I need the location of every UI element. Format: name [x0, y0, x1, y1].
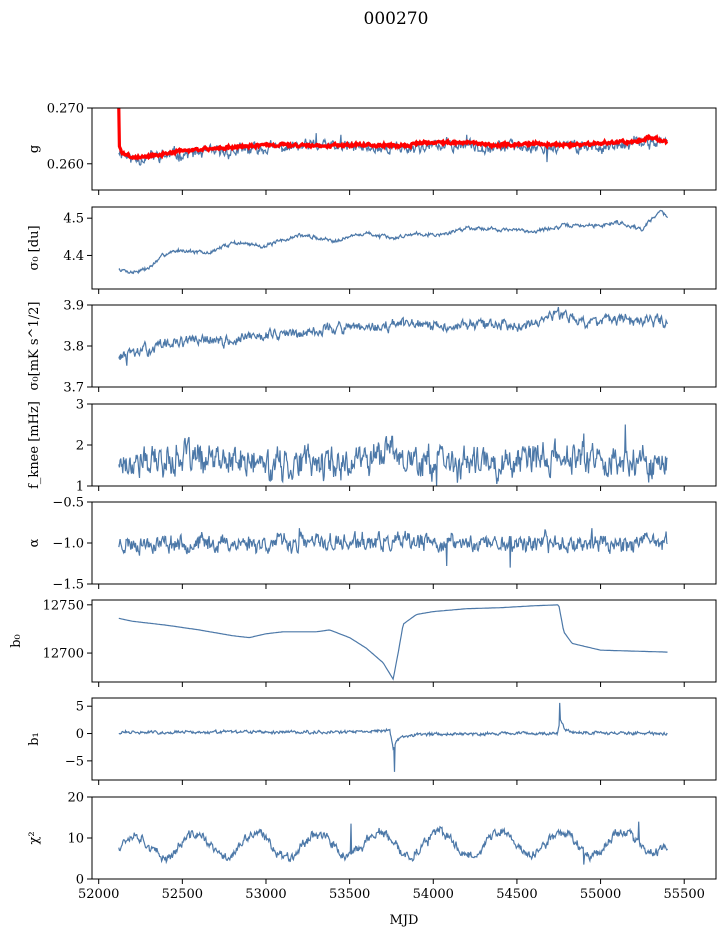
y-tick-label: 0 [76, 727, 84, 742]
panel-b0: 12700 12750 b₀ [9, 598, 717, 687]
y-axis-label-sigma0-du: σ₀ [du] [27, 225, 42, 270]
series-line-sigma0-mk [118, 306, 669, 366]
panel-alpha: −1.5 −1.0 −0.5 α [27, 496, 717, 593]
series-line-sigma0-du [118, 209, 669, 275]
fit-line-g [117, 108, 669, 161]
y-tick-label: 3 [76, 398, 84, 413]
y-tick-label: 4.5 [63, 212, 84, 227]
y-axis-label-alpha: α [27, 538, 42, 547]
x-tick-label: 55500 [664, 887, 705, 902]
x-tick-label: 53500 [329, 887, 370, 902]
y-tick-label: 12700 [43, 647, 84, 662]
series-line-b1 [118, 702, 668, 772]
series-line-g [118, 133, 669, 166]
axes-frame-b1 [91, 697, 717, 781]
x-tick-label: 55000 [580, 887, 621, 902]
y-tick-label: 4.4 [63, 249, 84, 264]
panel-g: 0.260 0.270 g [27, 102, 717, 195]
panel-fknee: 1 2 3 f_knee [mHz] [27, 398, 717, 495]
y-tick-label: 0.270 [47, 102, 84, 117]
y-axis-label-fknee: f_knee [mHz] [27, 401, 42, 489]
y-tick-label: 0.260 [47, 157, 84, 172]
y-axis-label-b0: b₀ [9, 634, 24, 648]
panel-b1: −5 0 5 b₁ [27, 697, 717, 785]
axes-frame-sigma0-du [91, 206, 717, 290]
y-tick-label: 0 [76, 873, 84, 888]
y-tick-label: 10 [67, 832, 84, 847]
x-tick-label: 52000 [78, 887, 119, 902]
y-tick-label: 20 [67, 791, 84, 806]
y-axis-label-g: g [27, 145, 42, 153]
y-tick-label: 3.7 [63, 381, 84, 396]
series-line-alpha [118, 528, 668, 568]
series-line-chi2 [118, 821, 668, 865]
chart-title: 000270 [364, 9, 429, 29]
panel-sigma0-du: 4.4 4.5 σ₀ [du] [27, 206, 717, 294]
y-tick-label: 3.8 [63, 340, 84, 355]
panels: 0.260 0.270 g 4.4 4.5 σ₀ [du] 3.7 3.8 3.9 σ₀[mK s… [9, 102, 717, 902]
x-tick-label: 54000 [413, 887, 454, 902]
y-tick-label: −1.5 [52, 578, 84, 593]
y-axis-label-chi2: χ² [27, 831, 42, 844]
y-axis-label-sigma0-mk: σ₀[mK s^1/2] [27, 302, 42, 391]
x-tick-label: 53000 [245, 887, 286, 902]
y-tick-label: 2 [76, 439, 84, 454]
series-line-b0 [118, 604, 668, 681]
y-tick-label: 1 [76, 480, 84, 495]
x-axis-label: MJD [390, 913, 419, 928]
y-tick-label: −0.5 [52, 496, 84, 511]
y-tick-label: −1.0 [52, 537, 84, 552]
x-tick-label: 52500 [162, 887, 203, 902]
panel-chi2: 0 10 20 52000 52500 53000 53500 54000 54500 55000… [27, 791, 717, 902]
x-tick-label: 54500 [496, 887, 537, 902]
y-axis-label-b1: b₁ [27, 732, 42, 746]
panel-sigma0-mk: 3.7 3.8 3.9 σ₀[mK s^1/2] [27, 299, 717, 396]
y-tick-label: −5 [65, 754, 84, 769]
series-line-fknee [118, 424, 668, 487]
y-tick-label: 5 [76, 700, 84, 715]
axes-frame-b0 [91, 599, 717, 683]
y-tick-label: 12750 [43, 598, 84, 613]
y-tick-label: 3.9 [63, 299, 84, 314]
axes-frame-g [91, 107, 717, 191]
